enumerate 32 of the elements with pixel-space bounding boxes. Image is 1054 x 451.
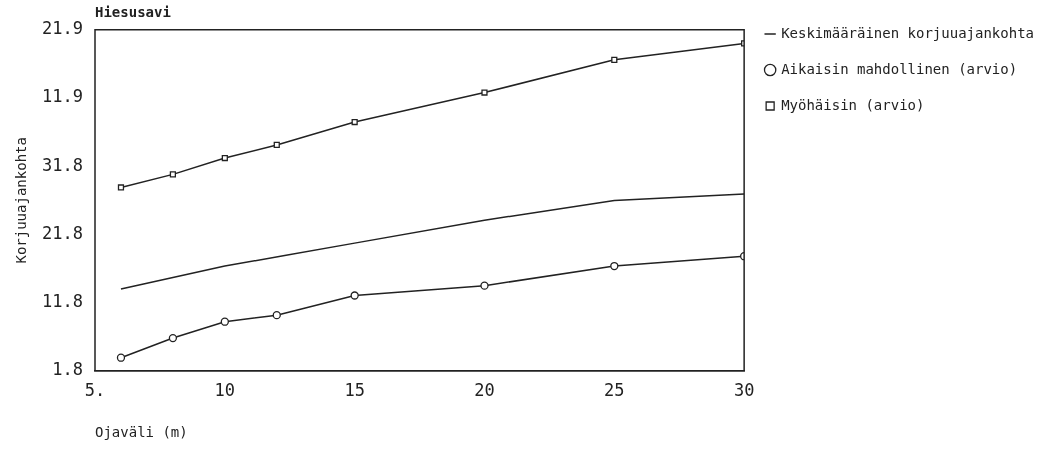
x-tick-label: 30 [733,380,755,401]
point [220,317,229,326]
point [272,311,281,320]
y-axis-title: Korjuuajankohta [12,137,29,264]
text: 1.8 [52,359,83,380]
point [481,89,488,96]
x-tick-label: 10 [214,380,236,401]
x-tick-label: 15 [344,380,365,401]
point [480,281,489,290]
legend-label: Keskimääräinen korjuuajankohta [781,24,1035,41]
legend-label: Aikaisin mahdollinen (arvio) [781,60,1018,77]
point [611,56,618,63]
text: 31.8 [42,154,83,175]
point [221,154,228,162]
point [610,261,619,271]
x-tick-label: 25 [604,380,625,401]
x-axis-title: Ojaväli (m) [95,424,188,441]
x-tick-label: 5. [84,380,106,401]
legend-label: Myöhäisin (arvio) [781,96,925,113]
text: 21.8 [42,222,83,243]
point [116,353,126,362]
point [351,118,358,126]
x-tick-label: 20 [474,380,495,401]
point [168,333,178,343]
point [273,141,280,149]
text: 21.9 [42,18,83,39]
point [169,171,177,178]
point [117,184,125,191]
text: 11.9 [42,86,83,107]
point [350,291,359,300]
chart-title: Hiesusavi [95,4,171,21]
text: 11.8 [42,291,83,312]
